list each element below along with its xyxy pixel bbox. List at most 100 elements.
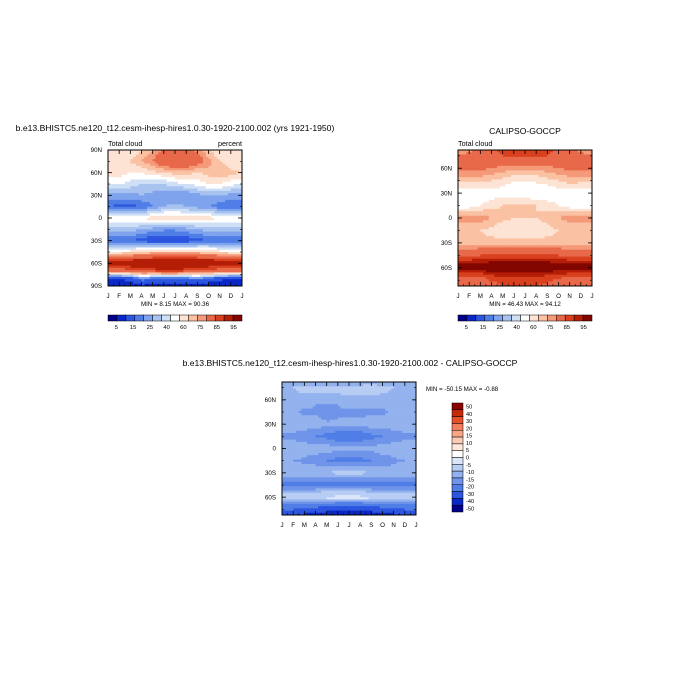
model-cell [214, 233, 218, 237]
model-cell [200, 165, 204, 169]
obs-cell [561, 159, 565, 162]
model-cell [230, 247, 235, 251]
model-cell [211, 152, 215, 155]
model-cell [155, 238, 159, 242]
obs-cell [583, 236, 587, 239]
model-cell [108, 159, 112, 162]
model-cell [175, 152, 179, 155]
model-cell [219, 197, 223, 201]
model-cell [205, 168, 209, 171]
obs-cell [491, 181, 495, 185]
model-cell [141, 159, 145, 162]
model-cell [147, 168, 151, 171]
model-cell [211, 204, 215, 208]
model-cell [191, 240, 195, 244]
obs-cell [483, 156, 487, 160]
obs-cell [483, 227, 487, 230]
model-cell [127, 193, 131, 196]
obs-cell [488, 163, 492, 167]
model-cell [155, 245, 159, 248]
model-cell [194, 168, 198, 171]
model-cell [225, 188, 229, 192]
model-cell [222, 231, 226, 235]
model-cell [110, 156, 114, 160]
obs-cell [541, 211, 545, 214]
model-cell [200, 168, 204, 171]
obs-cell [513, 206, 518, 210]
obs-cell [541, 208, 545, 212]
obs-cell [460, 215, 464, 219]
obs-cell [555, 159, 559, 162]
model-cell [149, 202, 154, 205]
model-cell [225, 256, 229, 260]
model-cell [166, 181, 170, 185]
model-cell [121, 220, 126, 223]
model-cell [228, 245, 232, 248]
model-cell [161, 177, 165, 180]
model-cell [225, 177, 229, 180]
obs-cell [566, 165, 571, 169]
obs-cell [494, 165, 498, 169]
obs-cell [572, 177, 576, 180]
obs-cell [491, 220, 495, 223]
model-cell [169, 279, 173, 282]
model-cell [152, 236, 156, 239]
model-cell [110, 263, 114, 266]
obs-cell [505, 163, 509, 167]
obs-cell [580, 206, 585, 210]
model-cell [200, 245, 204, 248]
model-cell [194, 252, 198, 255]
obs-cell [541, 220, 545, 223]
model-cell [166, 206, 170, 210]
obs-cell [522, 197, 526, 201]
model-cell [228, 159, 232, 162]
model-cell [119, 249, 123, 253]
model-cell [228, 229, 232, 232]
obs-cell [575, 222, 579, 226]
model-cell [149, 159, 154, 162]
model-cell [135, 208, 140, 212]
obs-cell [538, 202, 543, 205]
model-cell [141, 177, 145, 180]
model-cell [186, 186, 190, 189]
model-cell [239, 224, 243, 228]
model-cell [158, 249, 162, 253]
model-cell [180, 281, 184, 285]
obs-cell [469, 222, 473, 226]
obs-cell [550, 177, 554, 180]
model-cell [197, 218, 201, 221]
obs-cell [561, 181, 565, 185]
model-cell [133, 265, 137, 269]
obs-cell [488, 186, 492, 189]
model-cell [119, 238, 123, 242]
model-cell [152, 165, 156, 169]
model-cell [133, 204, 137, 208]
obs-cell [530, 186, 534, 189]
obs-cell [513, 233, 518, 237]
model-cell [161, 181, 165, 185]
model-cell [228, 249, 232, 253]
model-cell [141, 181, 145, 185]
obs-cell [511, 172, 515, 176]
obs-cell [583, 222, 587, 226]
model-cell [228, 274, 232, 278]
obs-cell [497, 186, 501, 189]
obs-cell [513, 204, 518, 208]
model-cell [110, 152, 114, 155]
model-cell [152, 229, 156, 232]
obs-cell [471, 240, 476, 244]
obs-cell [550, 218, 554, 221]
obs-cell [491, 218, 495, 221]
model-cell [228, 181, 232, 185]
model-cell [166, 249, 170, 253]
model-cell [191, 206, 195, 210]
model-cell [191, 197, 195, 201]
model-cell [219, 177, 223, 180]
obs-cell [488, 184, 492, 187]
model-cell [214, 274, 218, 278]
obs-cell [491, 168, 495, 171]
model-cell [188, 236, 193, 239]
obs-cell [469, 206, 473, 210]
obs-cell [575, 170, 579, 174]
obs-cell [530, 150, 534, 153]
